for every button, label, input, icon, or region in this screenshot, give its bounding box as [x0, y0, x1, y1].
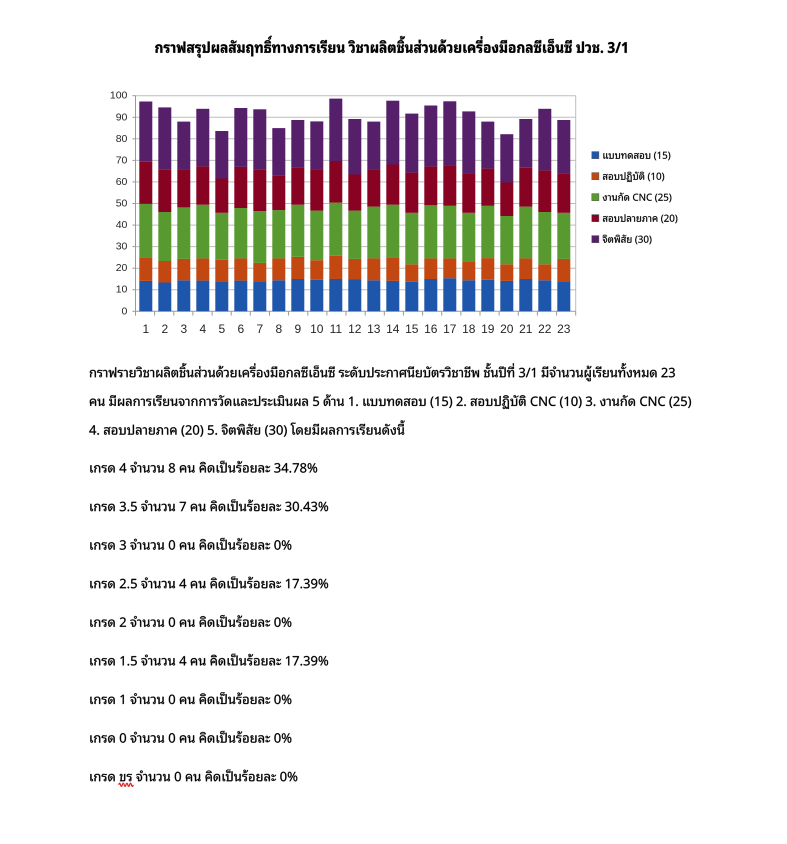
svg-text:2: 2	[161, 322, 168, 336]
svg-text:9: 9	[294, 322, 301, 336]
svg-text:3: 3	[180, 322, 187, 336]
svg-text:16: 16	[424, 322, 438, 336]
svg-text:7: 7	[256, 322, 263, 336]
svg-text:100: 100	[110, 90, 128, 102]
svg-text:90: 90	[116, 111, 128, 123]
svg-text:50: 50	[116, 198, 128, 210]
svg-text:23: 23	[557, 322, 571, 336]
svg-text:14: 14	[386, 322, 400, 336]
svg-text:1: 1	[142, 322, 149, 336]
svg-text:10: 10	[116, 284, 128, 296]
svg-text:40: 40	[116, 219, 128, 231]
svg-text:80: 80	[116, 133, 128, 145]
svg-text:8: 8	[275, 322, 282, 336]
svg-text:5: 5	[218, 322, 225, 336]
svg-text:30: 30	[116, 241, 128, 253]
svg-text:15: 15	[405, 322, 419, 336]
svg-text:0: 0	[122, 305, 128, 317]
svg-text:60: 60	[116, 176, 128, 188]
svg-text:17: 17	[443, 322, 457, 336]
svg-text:21: 21	[519, 322, 533, 336]
svg-text:11: 11	[330, 322, 343, 336]
svg-text:13: 13	[367, 322, 381, 336]
svg-text:6: 6	[237, 322, 244, 336]
svg-text:70: 70	[116, 154, 128, 166]
svg-text:20: 20	[116, 262, 128, 274]
svg-text:18: 18	[462, 322, 476, 336]
svg-text:10: 10	[310, 322, 324, 336]
svg-text:4: 4	[199, 322, 206, 336]
svg-text:22: 22	[538, 322, 552, 336]
svg-text:12: 12	[348, 322, 362, 336]
svg-text:19: 19	[481, 322, 495, 336]
svg-text:20: 20	[500, 322, 514, 336]
